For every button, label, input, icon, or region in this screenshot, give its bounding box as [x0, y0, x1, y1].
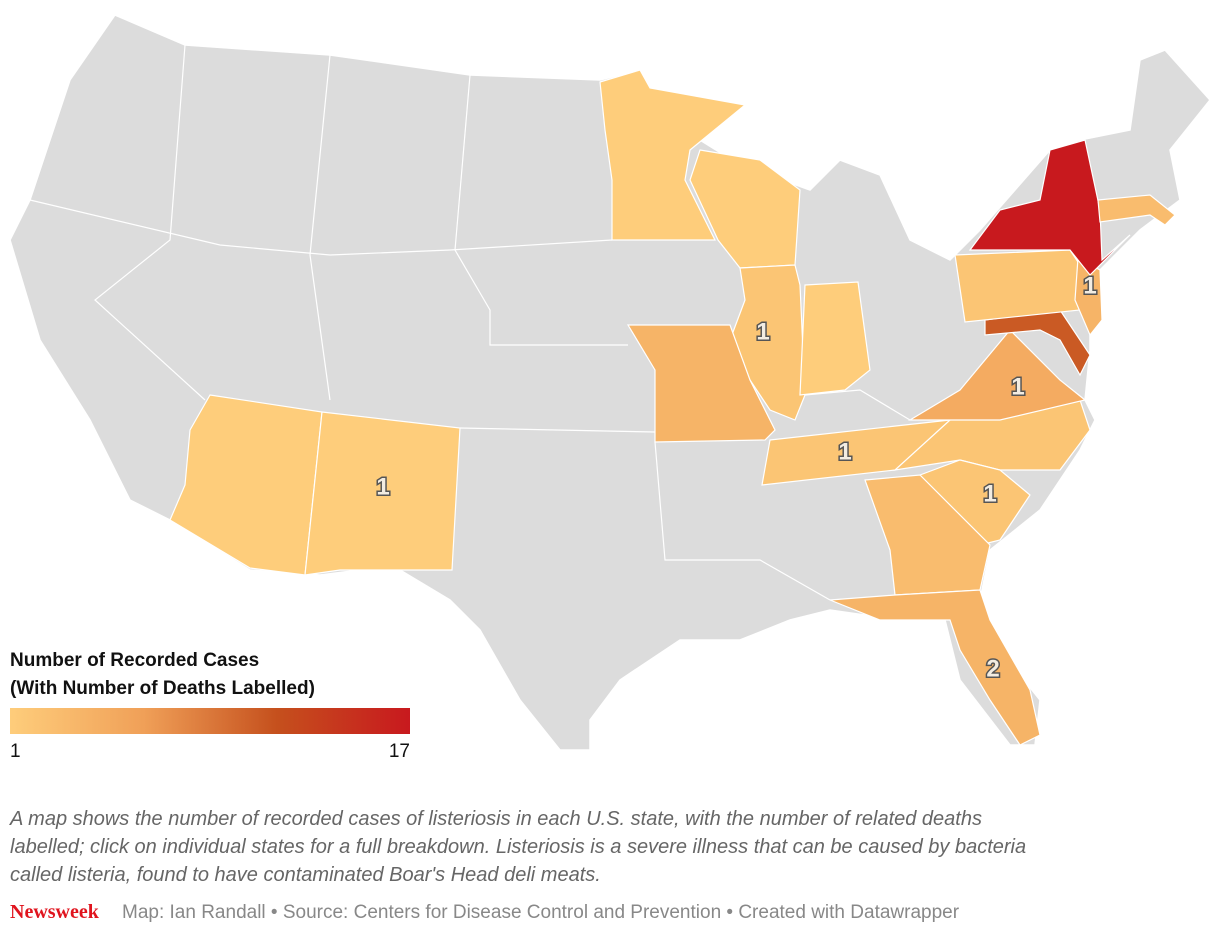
state[interactable]	[829, 589, 1041, 746]
gray-borders	[29, 44, 911, 601]
death-label: 1	[376, 473, 389, 500]
death-label: 1	[983, 480, 996, 507]
state[interactable]	[907, 329, 1087, 421]
death-label: 1	[838, 438, 851, 465]
death-label: 1	[756, 318, 769, 345]
death-label: 2	[986, 655, 999, 682]
state[interactable]	[893, 399, 1091, 471]
legend-min: 1	[10, 741, 21, 762]
state[interactable]	[626, 324, 776, 443]
state[interactable]	[954, 249, 1091, 323]
state[interactable]	[729, 264, 806, 421]
legend-title: Number of Recorded Cases	[10, 650, 259, 671]
death-label: 1	[1011, 373, 1024, 400]
state[interactable]	[799, 281, 871, 396]
state[interactable]	[599, 69, 747, 241]
death-label: 1	[1083, 272, 1096, 299]
caption: A map shows the number of recorded cases…	[9, 808, 982, 830]
legend-max: 17	[389, 741, 410, 762]
state[interactable]	[984, 309, 1091, 377]
caption: labelled; click on individual states for…	[10, 836, 1026, 858]
state[interactable]	[304, 411, 461, 576]
legend-gradient	[10, 708, 410, 734]
logo[interactable]: Newsweek	[10, 901, 100, 923]
credit: Map: Ian Randall • Source: Centers for D…	[122, 902, 960, 923]
states	[169, 69, 1176, 746]
caption: called listeria, found to have contamina…	[10, 864, 601, 886]
death-labels: 1 1 1 2 1 1 1	[375, 271, 1098, 684]
legend-title: (With Number of Deaths Labelled)	[10, 678, 315, 699]
state[interactable]	[1097, 194, 1176, 226]
